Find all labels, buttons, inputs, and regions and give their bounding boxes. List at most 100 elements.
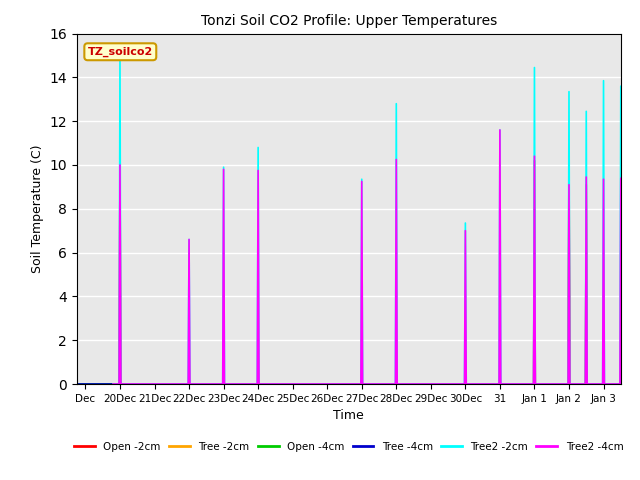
Tree2 -2cm (497, 381, 504, 387)
Tree2 -4cm (254, 168, 262, 173)
Line: Tree2 -4cm: Tree2 -4cm (113, 130, 628, 384)
Tree2 -4cm (531, 381, 539, 387)
Open -2cm (564, 381, 572, 387)
Tree2 -2cm (531, 381, 539, 387)
Open -2cm (582, 182, 590, 188)
Tree2 -2cm (115, 381, 123, 387)
Tree2 -4cm (462, 381, 470, 387)
Tree2 -2cm (582, 108, 590, 114)
Tree -2cm (566, 381, 573, 387)
Tree2 -4cm (496, 127, 504, 133)
Tree2 -2cm (116, 55, 124, 60)
Tree2 -2cm (255, 381, 263, 387)
Tree2 -4cm (599, 381, 607, 387)
Tree2 -4cm (220, 167, 227, 172)
Tree2 -2cm (565, 89, 573, 95)
Tree2 -4cm (564, 381, 572, 387)
Text: TZ_soilco2: TZ_soilco2 (88, 47, 153, 57)
Tree2 -2cm (618, 381, 625, 387)
Tree2 -4cm (392, 156, 400, 162)
Tree2 -2cm (219, 381, 227, 387)
Tree2 -2cm (599, 381, 607, 387)
Open -2cm (566, 381, 573, 387)
Tree2 -2cm (624, 381, 632, 387)
Tree2 -2cm (582, 381, 589, 387)
Tree2 -2cm (221, 381, 228, 387)
Tree2 -4cm (253, 381, 261, 387)
Tree2 -2cm (600, 381, 608, 387)
Tree2 -2cm (461, 220, 469, 226)
Tree2 -2cm (358, 176, 365, 182)
Open -2cm (115, 381, 123, 387)
Tree2 -4cm (109, 381, 117, 387)
Tree2 -4cm (184, 381, 192, 387)
Tree2 -4cm (582, 174, 590, 180)
Y-axis label: Soil Temperature (C): Soil Temperature (C) (31, 144, 44, 273)
Tree2 -4cm (566, 381, 573, 387)
Tree2 -4cm (358, 179, 365, 184)
Tree2 -4cm (600, 176, 607, 182)
Line: Tree2 -2cm: Tree2 -2cm (113, 58, 628, 384)
Tree2 -4cm (600, 381, 608, 387)
Tree2 -2cm (253, 381, 261, 387)
Tree2 -2cm (617, 84, 625, 89)
Tree2 -2cm (357, 381, 365, 387)
Tree2 -2cm (495, 381, 503, 387)
Open -2cm (531, 381, 539, 387)
X-axis label: Time: Time (333, 409, 364, 422)
Tree2 -4cm (255, 381, 263, 387)
Tree2 -4cm (221, 381, 228, 387)
Tree2 -4cm (219, 381, 227, 387)
Tree2 -2cm (394, 381, 401, 387)
Tree2 -2cm (109, 381, 117, 387)
Tree2 -4cm (116, 162, 124, 168)
Line: Tree -2cm: Tree -2cm (562, 220, 576, 384)
Tree2 -4cm (583, 381, 591, 387)
Tree2 -4cm (497, 381, 504, 387)
Tree2 -2cm (392, 101, 400, 107)
Tree2 -4cm (616, 381, 624, 387)
Tree2 -2cm (616, 381, 624, 387)
Tree -2cm (565, 217, 573, 223)
Open -2cm (582, 381, 589, 387)
Legend: Open -2cm, Tree -2cm, Open -4cm, Tree -4cm, Tree2 -2cm, Tree2 -4cm: Open -2cm, Tree -2cm, Open -4cm, Tree -4… (70, 438, 628, 456)
Tree2 -2cm (186, 381, 194, 387)
Tree2 -2cm (496, 127, 504, 133)
Tree2 -2cm (392, 381, 399, 387)
Tree2 -2cm (117, 381, 125, 387)
Tree2 -4cm (186, 381, 194, 387)
Tree2 -2cm (461, 381, 468, 387)
Tree2 -2cm (564, 381, 572, 387)
Open -2cm (565, 151, 573, 157)
Tree2 -2cm (254, 144, 262, 150)
Tree2 -4cm (617, 175, 625, 181)
Open -2cm (109, 381, 117, 387)
Tree2 -2cm (462, 381, 470, 387)
Tree2 -4cm (618, 381, 625, 387)
Line: Open -2cm: Open -2cm (113, 154, 593, 384)
Tree2 -4cm (565, 182, 573, 188)
Tree -2cm (572, 381, 580, 387)
Title: Tonzi Soil CO2 Profile: Upper Temperatures: Tonzi Soil CO2 Profile: Upper Temperatur… (201, 14, 497, 28)
Open -2cm (583, 381, 591, 387)
Open -2cm (531, 158, 538, 164)
Tree2 -2cm (583, 381, 591, 387)
Tree2 -4cm (185, 237, 193, 242)
Tree2 -4cm (495, 381, 503, 387)
Open -2cm (530, 381, 538, 387)
Open -2cm (589, 381, 597, 387)
Tree2 -2cm (184, 381, 192, 387)
Tree2 -4cm (394, 381, 401, 387)
Tree2 -2cm (530, 381, 538, 387)
Tree2 -2cm (359, 381, 367, 387)
Tree -2cm (558, 381, 566, 387)
Open -2cm (116, 162, 124, 168)
Tree2 -4cm (357, 381, 365, 387)
Tree2 -4cm (624, 381, 632, 387)
Tree2 -4cm (392, 381, 399, 387)
Tree2 -4cm (582, 381, 589, 387)
Tree2 -2cm (566, 381, 573, 387)
Tree2 -2cm (531, 65, 538, 71)
Tree2 -4cm (117, 381, 125, 387)
Tree2 -2cm (220, 164, 227, 170)
